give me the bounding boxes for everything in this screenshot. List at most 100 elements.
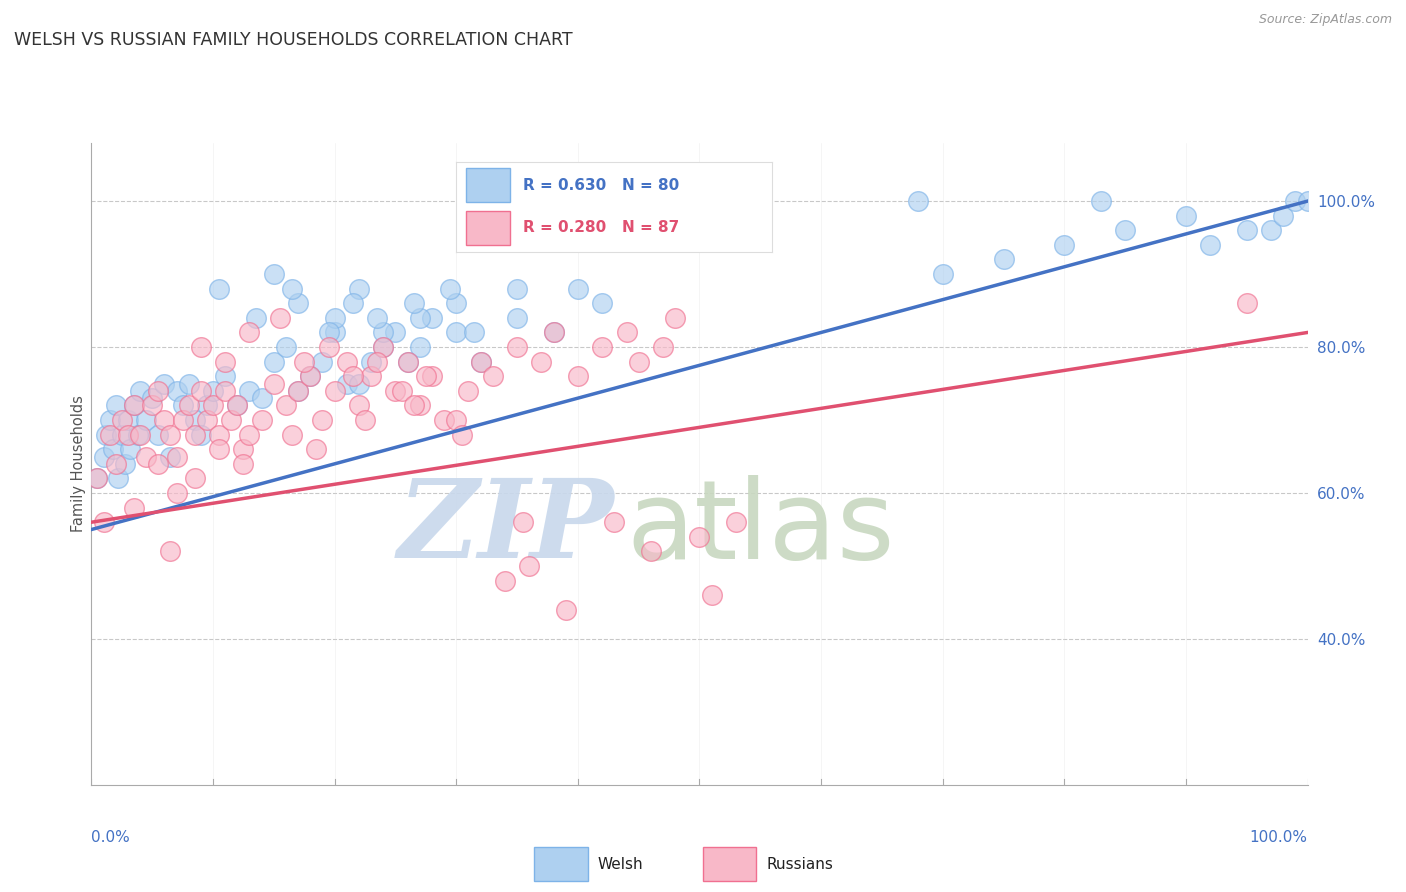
Point xyxy=(122,399,145,413)
Point xyxy=(1296,194,1319,208)
Point xyxy=(506,310,529,325)
Point xyxy=(184,471,207,485)
Point xyxy=(470,354,492,368)
Point xyxy=(190,427,212,442)
Point xyxy=(384,326,406,340)
Point xyxy=(226,399,249,413)
Point xyxy=(159,544,181,558)
Point xyxy=(530,354,553,368)
Point xyxy=(409,399,432,413)
Text: 100.0%: 100.0% xyxy=(1250,830,1308,845)
Point xyxy=(263,267,285,281)
Point xyxy=(238,384,260,398)
Point xyxy=(214,354,236,368)
Point xyxy=(177,376,200,391)
Point xyxy=(591,340,613,354)
Point xyxy=(993,252,1015,267)
Point xyxy=(166,384,188,398)
Point xyxy=(250,391,273,405)
Point xyxy=(420,310,443,325)
Point xyxy=(323,310,346,325)
Point xyxy=(153,376,176,391)
Point xyxy=(1053,238,1076,252)
Point xyxy=(190,384,212,398)
Point xyxy=(1175,209,1198,223)
Point xyxy=(159,450,181,464)
Point xyxy=(1199,238,1222,252)
Point xyxy=(512,515,534,529)
Text: 0.0%: 0.0% xyxy=(91,830,131,845)
Text: ZIP: ZIP xyxy=(398,475,614,582)
Point xyxy=(603,515,626,529)
Point xyxy=(120,442,142,457)
Point xyxy=(373,340,395,354)
Point xyxy=(107,471,129,485)
Point xyxy=(159,427,181,442)
Point xyxy=(1284,194,1306,208)
Point xyxy=(250,413,273,427)
Point xyxy=(366,354,388,368)
Point xyxy=(287,384,309,398)
Point xyxy=(190,340,212,354)
Point xyxy=(122,500,145,515)
Point xyxy=(470,354,492,368)
Point xyxy=(148,457,170,471)
Point xyxy=(292,354,315,368)
Point xyxy=(98,413,121,427)
Point xyxy=(409,340,432,354)
Point xyxy=(463,326,485,340)
Point xyxy=(184,413,207,427)
Point xyxy=(318,340,340,354)
Point xyxy=(232,442,254,457)
Point xyxy=(1260,223,1282,237)
Point xyxy=(444,326,467,340)
Point xyxy=(543,326,565,340)
Point xyxy=(214,369,236,384)
Point xyxy=(652,340,675,354)
Point xyxy=(274,340,297,354)
Point xyxy=(281,282,304,296)
Point xyxy=(342,369,364,384)
Point xyxy=(245,310,267,325)
Point xyxy=(506,340,529,354)
Point xyxy=(396,354,419,368)
Point xyxy=(444,413,467,427)
Point xyxy=(627,354,650,368)
Point xyxy=(135,413,157,427)
Point xyxy=(148,384,170,398)
Point xyxy=(318,326,340,340)
Point xyxy=(129,384,152,398)
Point xyxy=(567,282,589,296)
Point xyxy=(117,427,139,442)
Point xyxy=(444,296,467,310)
Point xyxy=(373,340,395,354)
Point xyxy=(1272,209,1295,223)
Point xyxy=(347,399,370,413)
Point xyxy=(104,399,127,413)
Point xyxy=(274,399,297,413)
Point xyxy=(1236,223,1258,237)
Point xyxy=(347,376,370,391)
Point xyxy=(141,399,163,413)
Point xyxy=(94,427,117,442)
Point xyxy=(323,384,346,398)
Point xyxy=(238,427,260,442)
Point xyxy=(415,369,437,384)
Point xyxy=(263,354,285,368)
Text: Welsh: Welsh xyxy=(598,857,643,871)
Point xyxy=(208,282,231,296)
Point xyxy=(299,369,322,384)
Point xyxy=(195,399,218,413)
Point xyxy=(122,399,145,413)
Point xyxy=(481,369,503,384)
Point xyxy=(640,544,662,558)
Text: atlas: atlas xyxy=(627,475,896,582)
Point xyxy=(129,427,152,442)
Point xyxy=(148,427,170,442)
Point xyxy=(153,413,176,427)
Point xyxy=(135,450,157,464)
Point xyxy=(494,574,516,588)
Point xyxy=(208,442,231,457)
Point xyxy=(451,427,474,442)
Point xyxy=(700,588,723,602)
